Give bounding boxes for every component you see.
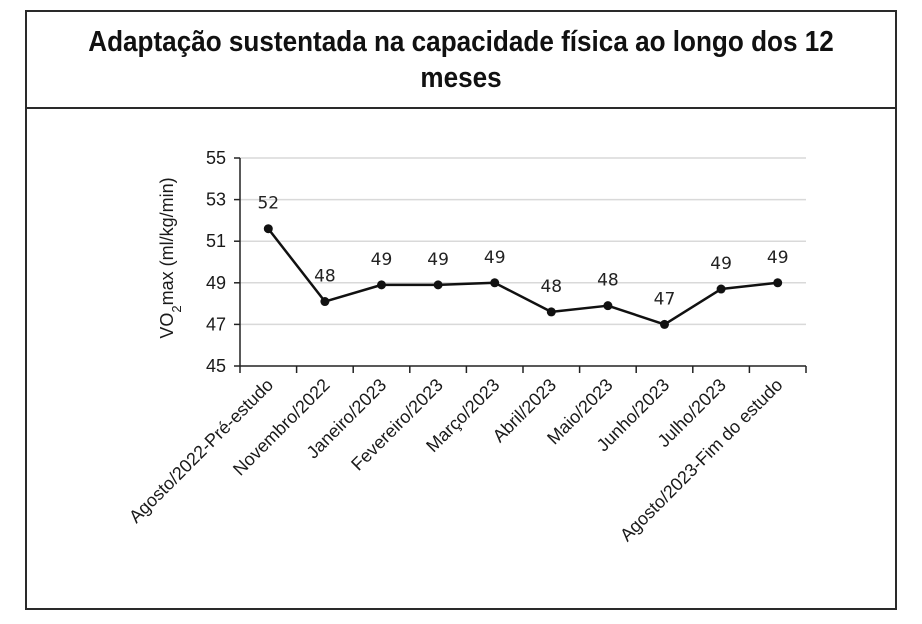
y-tick-label-49: 49 (206, 273, 226, 293)
y-tick-label-55: 55 (206, 148, 226, 168)
data-label-6: 48 (597, 271, 619, 291)
data-label-3: 49 (427, 250, 449, 270)
data-label-9: 49 (767, 248, 789, 268)
data-point-8 (716, 284, 726, 294)
y-tick-label-45: 45 (206, 356, 226, 376)
grid-lines (240, 157, 806, 326)
x-tick-labels: Agosto/2022-Pré-estudoNovembro/2022Janei… (125, 366, 807, 545)
data-label-8: 49 (710, 254, 732, 274)
series-line (267, 227, 778, 326)
data-labels: 52 48 49 49 49 48 48 47 49 49 (257, 194, 788, 310)
data-label-1: 48 (314, 267, 336, 287)
data-label-5: 48 (540, 277, 562, 297)
y-tick-label-47: 47 (206, 314, 226, 334)
data-label-2: 49 (371, 250, 393, 270)
data-label-4: 49 (484, 248, 506, 268)
series (263, 224, 783, 329)
y-tick-label-51: 51 (206, 231, 226, 251)
title-box: Adaptação sustentada na capacidade físic… (27, 12, 895, 109)
data-point-0 (263, 224, 273, 234)
data-point-1 (320, 297, 330, 307)
y-tick-label-53: 53 (206, 190, 226, 210)
data-label-7: 47 (654, 289, 676, 309)
data-point-6 (603, 301, 613, 311)
x-tick-label-1: Novembro/2022 (229, 375, 334, 480)
data-point-3 (433, 280, 443, 290)
chart-frame: Adaptação sustentada na capacidade físic… (25, 10, 897, 610)
chart-title: Adaptação sustentada na capacidade físic… (88, 25, 834, 94)
y-tick-labels: 45 47 49 51 53 55 (206, 148, 240, 376)
data-point-7 (660, 319, 669, 329)
data-point-5 (546, 307, 556, 317)
data-point-9 (773, 278, 783, 288)
y-axis-title: VO2max (ml/kg/min) (157, 177, 184, 338)
data-point-4 (490, 278, 500, 288)
data-point-2 (377, 280, 386, 290)
data-label-0: 52 (257, 194, 279, 214)
